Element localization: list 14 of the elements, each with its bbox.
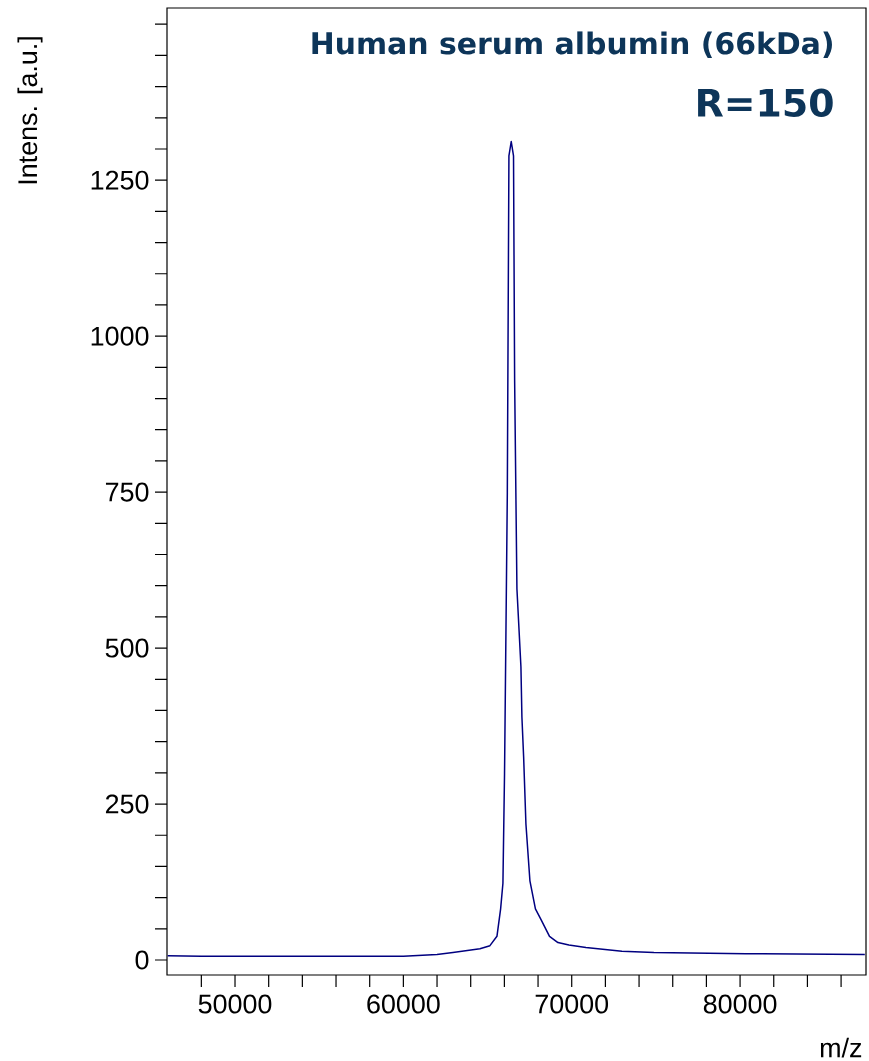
text: Human serum albumin (66kDa) bbox=[312, 31, 832, 59]
y-tick-label: 1250 bbox=[91, 170, 149, 190]
x-tick-label: 70000 bbox=[535, 994, 609, 1014]
y-tick-label: 1000 bbox=[91, 326, 149, 346]
y-axis-title: Intens. [a.u.] bbox=[17, 37, 43, 184]
y-tick-label: 500 bbox=[105, 638, 149, 658]
text: R=150 bbox=[698, 88, 833, 118]
x-tick-label: 60000 bbox=[367, 994, 440, 1014]
y-tick-label: 0 bbox=[135, 950, 149, 970]
x-tick-label: 80000 bbox=[703, 994, 777, 1014]
y-tick-label: 250 bbox=[105, 794, 149, 814]
y-tick-label: 750 bbox=[105, 482, 149, 502]
x-axis-title: m/z bbox=[820, 1037, 862, 1058]
x-tick-label: 50000 bbox=[198, 994, 272, 1014]
